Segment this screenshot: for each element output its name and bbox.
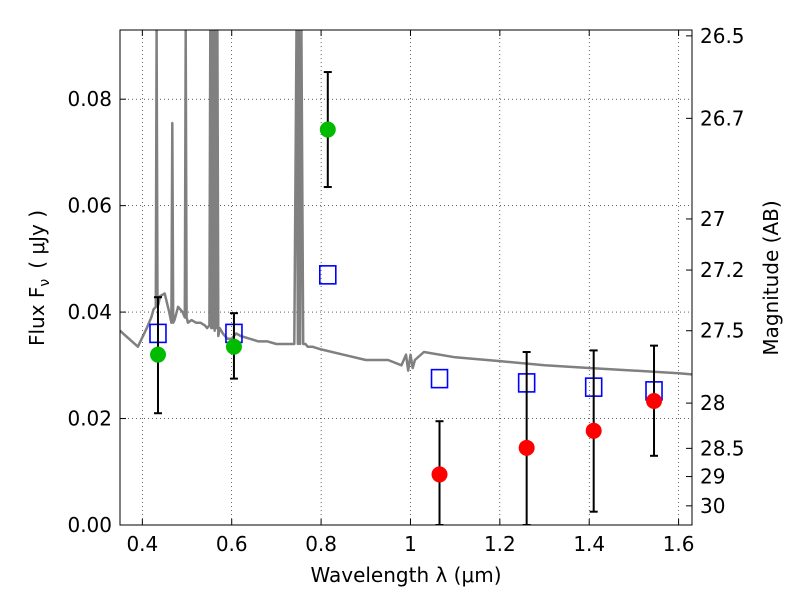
x-tick-label: 1.4 xyxy=(573,532,605,556)
x-axis-title: Wavelength λ (μm) xyxy=(310,563,501,587)
magnitude-tick-label: 28 xyxy=(700,391,725,415)
plot-background xyxy=(120,30,692,525)
x-tick-label: 1 xyxy=(404,532,417,556)
y-axis-title: Flux Fν ( μJy ) xyxy=(25,210,53,346)
x-tick-label: 1.6 xyxy=(663,532,695,556)
y-tick-label: 0.00 xyxy=(67,513,112,537)
magnitude-axis-title: Magnitude (AB) xyxy=(759,200,783,355)
magnitude-axis: 26.5 26.7 27 27.2 27.5 28 28.5 29 30 xyxy=(686,24,745,518)
y-tick-label: 0.06 xyxy=(67,194,112,218)
plot-frame xyxy=(119,29,693,526)
magnitude-tick-label: 30 xyxy=(700,494,725,518)
model-flux-marker xyxy=(318,265,337,285)
x-axis: 0.4 0.6 0.8 1 1.2 1.4 1.6 xyxy=(126,30,695,556)
magnitude-tick-label: 28.5 xyxy=(700,436,745,460)
magnitude-tick-label: 27 xyxy=(700,207,725,231)
y-axis-title-sub: ν xyxy=(37,279,53,287)
y-tick-label: 0.02 xyxy=(67,407,112,431)
magnitude-tick-label: 29 xyxy=(700,465,725,489)
low-sn-point xyxy=(431,466,448,483)
x-tick-label: 0.8 xyxy=(305,532,337,556)
magnitude-tick-label: 26.7 xyxy=(700,106,745,130)
x-tick-label: 1.2 xyxy=(484,532,516,556)
template-spectrum-line xyxy=(120,30,692,376)
y-axis-title-unit: ( μJy ) xyxy=(25,210,49,269)
detection-point xyxy=(319,121,336,138)
low-sn-point xyxy=(585,422,602,439)
low-sn-point xyxy=(646,392,663,409)
detection-point xyxy=(225,338,242,355)
low-sn-point xyxy=(518,439,535,456)
plot-area xyxy=(120,30,692,525)
observed-points xyxy=(149,121,663,483)
detection-point xyxy=(149,346,166,363)
y-tick-label: 0.04 xyxy=(67,300,112,324)
x-tick-label: 0.6 xyxy=(216,532,248,556)
y-axis: 0.00 0.02 0.04 0.06 0.08 xyxy=(67,87,126,537)
magnitude-tick-label: 27.2 xyxy=(700,258,745,282)
model-flux-marker xyxy=(430,368,449,389)
y-axis-title-main: Flux F xyxy=(25,287,49,346)
magnitude-tick-label: 26.5 xyxy=(700,24,745,48)
magnitude-tick-label: 27.5 xyxy=(700,319,745,343)
template-spectrum xyxy=(120,30,692,376)
y-tick-label: 0.08 xyxy=(67,87,112,111)
x-tick-label: 0.4 xyxy=(126,532,158,556)
svg-text:Flux Fν( μJy ): Flux Fν ( μJy ) xyxy=(25,210,53,346)
